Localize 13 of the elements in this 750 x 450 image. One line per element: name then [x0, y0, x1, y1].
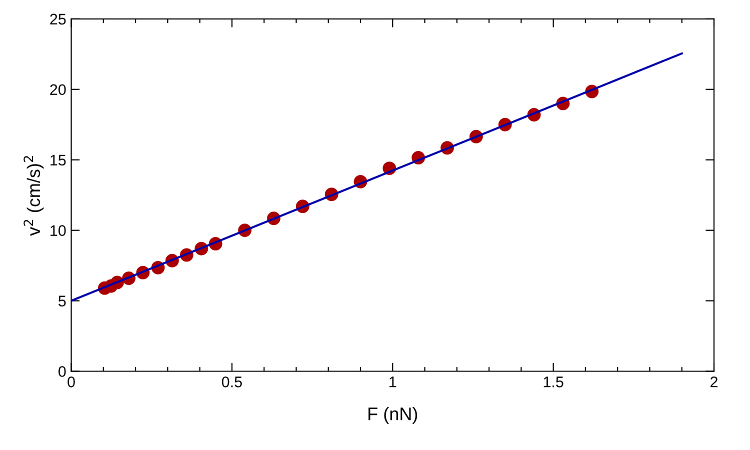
x-tick-label: 1	[390, 376, 396, 388]
y-axis-title: v$^{2}$ (cm/s)$^{2}$	[24, 156, 44, 236]
y-tick-label: 10	[50, 225, 66, 236]
x-tick-label: 0.5	[222, 376, 242, 388]
y-tick-label: 25	[50, 14, 66, 25]
y-tick-label: 20	[50, 84, 66, 96]
y-tick-label: 15	[50, 154, 66, 166]
y-tick-label: 5	[58, 296, 66, 306]
x-tick-label: 2	[710, 376, 718, 388]
x-tick-label: 1.5	[544, 376, 564, 388]
x-axis-title: F (nN)	[368, 407, 418, 424]
y-tick-label: 0	[58, 366, 66, 377]
x-tick-label: 0	[68, 376, 75, 388]
